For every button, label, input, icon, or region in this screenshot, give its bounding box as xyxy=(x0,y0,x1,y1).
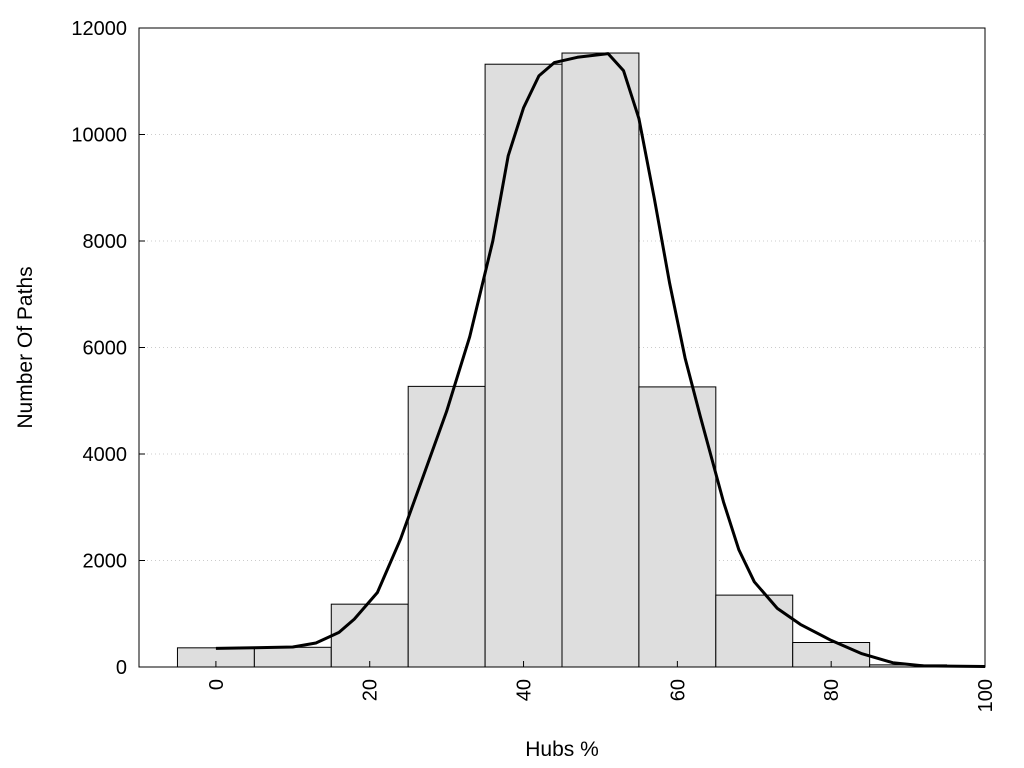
grid-lines xyxy=(139,134,985,561)
y-tick-label: 10000 xyxy=(71,125,127,147)
y-tick-label: 0 xyxy=(116,657,127,679)
x-tick-label: 0 xyxy=(206,679,228,690)
y-tick-label: 4000 xyxy=(83,444,128,466)
x-tick-label: 80 xyxy=(821,679,843,701)
y-tick-label: 12000 xyxy=(71,18,127,40)
histogram-bar xyxy=(638,386,717,668)
histogram-bar xyxy=(484,63,563,668)
histogram-bar xyxy=(715,594,794,668)
y-tick-label: 6000 xyxy=(83,338,128,360)
histogram-bars xyxy=(176,52,986,668)
x-axis-title: Hubs % xyxy=(525,738,599,761)
x-tick-label: 20 xyxy=(360,679,382,701)
histogram-bar xyxy=(407,385,486,668)
y-axis-title: Number Of Paths xyxy=(14,266,37,428)
x-tick-label: 40 xyxy=(514,679,536,701)
x-axis-ticks: 0 20 40 60 80 100 xyxy=(206,661,997,712)
y-tick-label: 2000 xyxy=(83,551,128,573)
histogram-bar xyxy=(330,603,409,668)
x-tick-label: 60 xyxy=(667,679,689,701)
x-tick-label: 100 xyxy=(975,679,997,712)
histogram-bar xyxy=(253,646,332,668)
density-curve xyxy=(215,52,986,668)
y-axis-ticks: 0 2000 4000 6000 8000 10000 12000 xyxy=(71,18,145,679)
histogram-bar xyxy=(561,52,640,668)
y-tick-label: 8000 xyxy=(83,231,128,253)
